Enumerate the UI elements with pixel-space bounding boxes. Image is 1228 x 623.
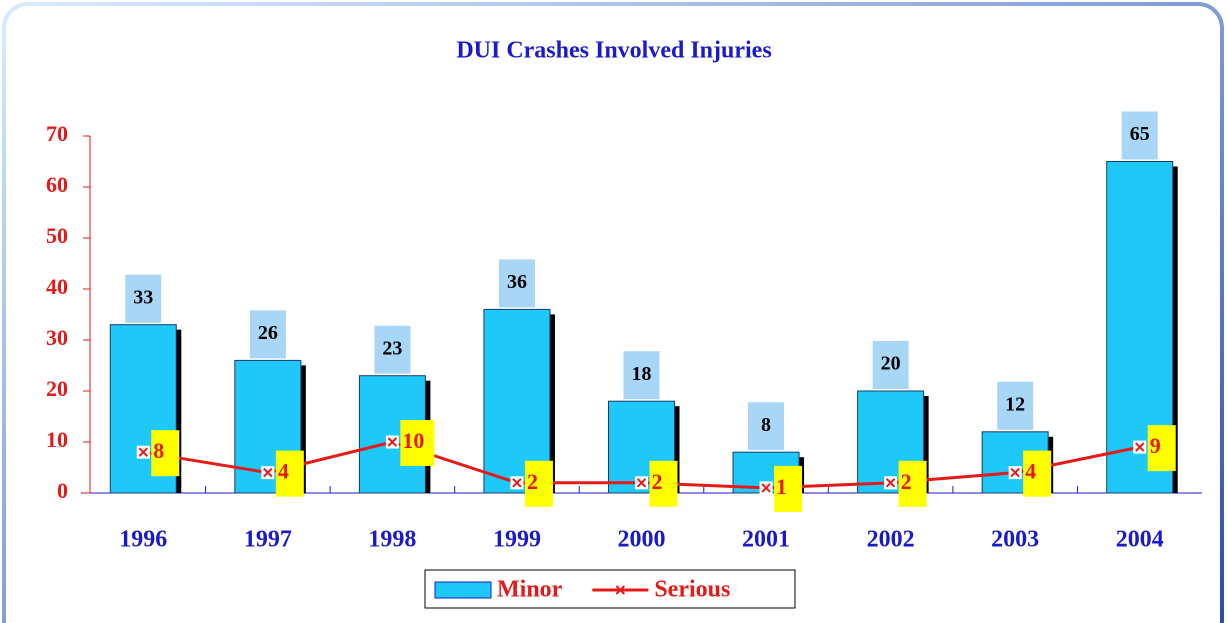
x-tick-label: 1997 xyxy=(244,527,292,553)
line-label: 2 xyxy=(527,469,538,494)
marker-x xyxy=(885,478,896,488)
line-label-bg xyxy=(898,460,927,507)
line-label: 4 xyxy=(278,459,289,484)
line-label: 1 xyxy=(776,474,787,499)
legend-swatch xyxy=(434,581,492,599)
bar-label-bg xyxy=(374,325,411,374)
line-label: 10 xyxy=(402,428,424,453)
line-label: 2 xyxy=(652,469,663,494)
x-tick-label: 1998 xyxy=(368,527,416,553)
chart-title: DUI Crashes Involved Injuries xyxy=(456,38,771,64)
x-tick-label: 2004 xyxy=(1116,527,1164,553)
y-tick-label: 70 xyxy=(46,121,68,146)
marker-x xyxy=(387,437,398,447)
line-label-bg xyxy=(151,430,180,477)
x-tick-label: 2003 xyxy=(991,527,1039,553)
x-tick-label: 2001 xyxy=(742,527,790,553)
line-label-bg xyxy=(649,460,678,507)
legend-label: Serious xyxy=(654,577,730,603)
y-tick-label: 30 xyxy=(46,325,68,350)
y-tick-label: 10 xyxy=(46,427,68,452)
bar-label: 26 xyxy=(258,322,278,344)
bar-label: 65 xyxy=(1130,123,1150,145)
marker-x xyxy=(761,483,771,493)
marker-x xyxy=(1135,442,1145,452)
x-tick-label: 1999 xyxy=(493,527,541,553)
line-label: 4 xyxy=(1025,459,1036,484)
bar-label-bg xyxy=(748,402,785,451)
y-tick-label: 60 xyxy=(46,172,68,197)
line-label-bg xyxy=(1023,450,1052,497)
y-tick-label: 0 xyxy=(57,478,68,503)
x-tick-label: 2002 xyxy=(867,527,915,553)
bar-label: 8 xyxy=(761,414,771,436)
bar-label-bg xyxy=(997,381,1034,430)
marker-x xyxy=(636,478,647,488)
bar-label-bg xyxy=(249,310,286,359)
x-tick-label: 1996 xyxy=(119,527,167,553)
bar-label-bg xyxy=(125,274,162,323)
y-tick-label: 40 xyxy=(46,274,68,299)
y-tick-label: 50 xyxy=(46,223,68,248)
bar-label: 33 xyxy=(133,286,153,308)
legend-label: Minor xyxy=(497,577,563,603)
bar-label: 36 xyxy=(507,271,527,293)
bar-label: 12 xyxy=(1005,393,1025,415)
line-label-bg xyxy=(1147,425,1176,472)
marker-x xyxy=(263,467,273,478)
bar-label-bg xyxy=(1121,111,1158,160)
marker-x xyxy=(1010,467,1020,478)
line-label-bg xyxy=(774,465,803,512)
y-tick-label: 20 xyxy=(46,376,68,401)
line-label: 2 xyxy=(901,469,912,494)
bar-label: 23 xyxy=(382,337,402,359)
marker-x xyxy=(512,478,522,488)
bar-label: 18 xyxy=(632,363,652,385)
x-tick-label: 2000 xyxy=(618,527,666,553)
marker-x xyxy=(138,447,148,457)
line-label: 9 xyxy=(1150,433,1161,458)
bar-label: 20 xyxy=(881,353,901,375)
line-label-bg xyxy=(400,420,435,466)
bar-label-bg xyxy=(623,351,660,400)
line-label-bg xyxy=(275,450,304,497)
line-label-bg xyxy=(524,460,553,507)
bar-label-bg xyxy=(498,259,535,308)
legend-marker xyxy=(615,585,626,595)
line-label: 8 xyxy=(153,438,164,463)
bar-label-bg xyxy=(872,341,909,389)
